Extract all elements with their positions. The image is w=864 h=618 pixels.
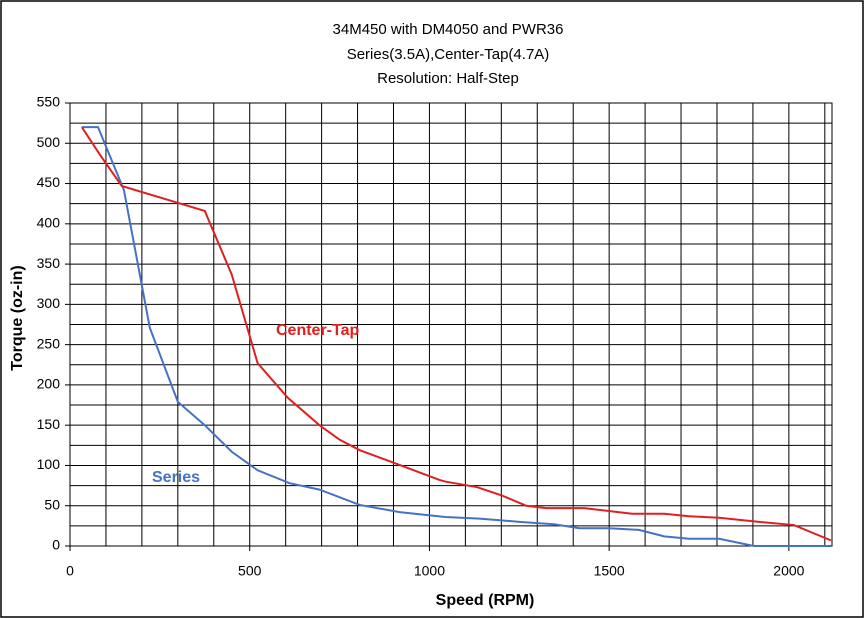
- x-axis-title: Speed (RPM): [436, 592, 535, 609]
- y-tick-label: 550: [37, 94, 61, 110]
- y-tick-label: 200: [37, 376, 61, 392]
- x-tick-label: 1500: [594, 563, 625, 579]
- y-axis-title: Torque (oz-in): [9, 265, 26, 370]
- x-tick-label: 0: [66, 563, 74, 579]
- y-tick-label: 150: [37, 416, 61, 432]
- y-tick-label: 350: [37, 255, 61, 271]
- series-label: Center-Tap: [276, 322, 359, 339]
- series-line: [81, 126, 831, 547]
- y-tick-label: 0: [52, 537, 60, 553]
- y-tick-label: 50: [44, 496, 60, 512]
- x-tick-label: 500: [238, 563, 262, 579]
- chart-subtitle: Series(3.5A),Center-Tap(4.7A): [347, 46, 550, 63]
- y-tick-label: 300: [37, 295, 61, 311]
- x-tick-label: 2000: [773, 563, 804, 579]
- y-tick-label: 100: [37, 456, 61, 472]
- x-tick-label: 1000: [414, 563, 445, 579]
- chart-subtitle: Resolution: Half-Step: [377, 70, 519, 87]
- chart-title: 34M450 with DM4050 and PWR36: [333, 21, 564, 38]
- y-tick-label: 250: [37, 335, 61, 351]
- series-label: Series: [152, 469, 200, 486]
- y-tick-label: 500: [37, 134, 61, 150]
- y-tick-label: 400: [37, 215, 61, 231]
- series-line: [81, 126, 832, 542]
- y-tick-label: 450: [37, 174, 61, 190]
